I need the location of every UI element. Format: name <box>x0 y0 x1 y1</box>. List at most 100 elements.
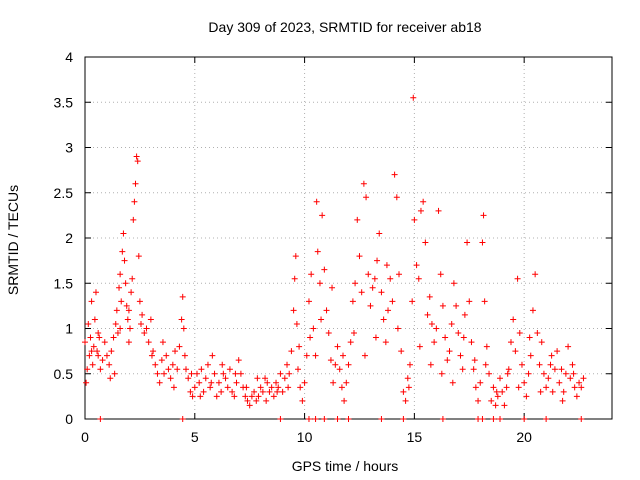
data-point <box>382 339 389 346</box>
data-point <box>571 384 578 391</box>
data-point <box>178 316 185 323</box>
data-point <box>116 284 123 291</box>
data-point <box>89 361 96 368</box>
data-point <box>233 379 240 386</box>
data-point <box>159 339 166 346</box>
data-point <box>516 330 523 337</box>
data-point <box>548 352 555 359</box>
y-tick-label: 1 <box>65 321 73 337</box>
data-point <box>120 230 127 237</box>
data-point <box>158 357 165 364</box>
data-point <box>97 416 104 422</box>
data-point <box>576 379 583 386</box>
data-point <box>277 416 284 422</box>
data-point <box>207 384 214 391</box>
data-point <box>481 298 488 305</box>
data-point <box>154 370 161 377</box>
data-point <box>349 298 356 305</box>
data-point <box>288 348 295 355</box>
data-point <box>409 298 416 305</box>
data-point <box>204 361 211 368</box>
data-point <box>296 343 303 350</box>
data-point <box>319 212 326 219</box>
data-point <box>578 416 585 422</box>
data-point <box>378 416 385 422</box>
data-point <box>198 366 205 373</box>
data-point <box>292 253 299 260</box>
data-point <box>176 343 183 350</box>
data-point <box>103 352 110 359</box>
data-point <box>450 280 457 287</box>
data-point <box>514 275 521 282</box>
data-point <box>442 334 449 341</box>
data-point <box>200 388 207 395</box>
data-point <box>438 370 445 377</box>
data-point <box>334 416 341 422</box>
data-point <box>529 307 536 314</box>
data-point <box>125 307 132 314</box>
data-point <box>380 316 387 323</box>
y-tick-label: 2 <box>65 230 73 246</box>
data-point <box>163 352 170 359</box>
data-point <box>358 289 365 296</box>
data-point <box>208 379 215 386</box>
data-point <box>237 370 244 377</box>
data-point <box>279 388 286 395</box>
data-point <box>497 416 504 422</box>
data-point <box>559 397 566 404</box>
data-point <box>538 339 545 346</box>
data-point <box>499 388 506 395</box>
data-point <box>578 384 585 391</box>
data-point <box>229 388 236 395</box>
data-point <box>569 361 576 368</box>
data-point <box>218 388 225 395</box>
data-point <box>518 361 525 368</box>
x-tick-label: 0 <box>81 429 89 445</box>
data-point <box>83 379 90 386</box>
data-point <box>415 275 422 282</box>
data-point <box>345 416 352 422</box>
data-point <box>405 384 412 391</box>
y-tick-label: 1.5 <box>54 275 74 291</box>
data-point <box>321 266 328 273</box>
data-point <box>510 316 517 323</box>
data-point <box>285 384 292 391</box>
data-point <box>92 289 99 296</box>
data-point <box>90 343 97 350</box>
data-point <box>106 361 113 368</box>
data-point <box>433 325 440 332</box>
data-point <box>127 325 134 332</box>
data-point <box>118 298 125 305</box>
data-point <box>547 361 554 368</box>
y-tick-label: 4 <box>65 49 73 65</box>
data-point <box>266 388 273 395</box>
data-point <box>343 379 350 386</box>
data-point <box>336 366 343 373</box>
data-point <box>503 384 510 391</box>
data-point <box>165 366 172 373</box>
data-point <box>132 180 139 187</box>
data-point <box>393 194 400 201</box>
data-point <box>185 375 192 382</box>
data-point <box>135 253 142 260</box>
data-point <box>242 393 249 400</box>
data-point <box>99 357 106 364</box>
data-point <box>152 361 159 368</box>
data-point <box>490 416 497 422</box>
data-point <box>82 339 88 346</box>
data-point <box>396 271 403 278</box>
data-point <box>413 262 420 269</box>
data-point <box>470 366 477 373</box>
data-point <box>270 393 277 400</box>
data-point <box>565 343 572 350</box>
data-point <box>394 325 401 332</box>
data-point <box>262 375 269 382</box>
data-point <box>122 280 129 287</box>
data-point <box>540 370 547 377</box>
data-point <box>316 280 323 287</box>
data-point <box>222 375 229 382</box>
data-point <box>189 393 196 400</box>
data-point <box>193 370 200 377</box>
data-point <box>294 366 301 373</box>
